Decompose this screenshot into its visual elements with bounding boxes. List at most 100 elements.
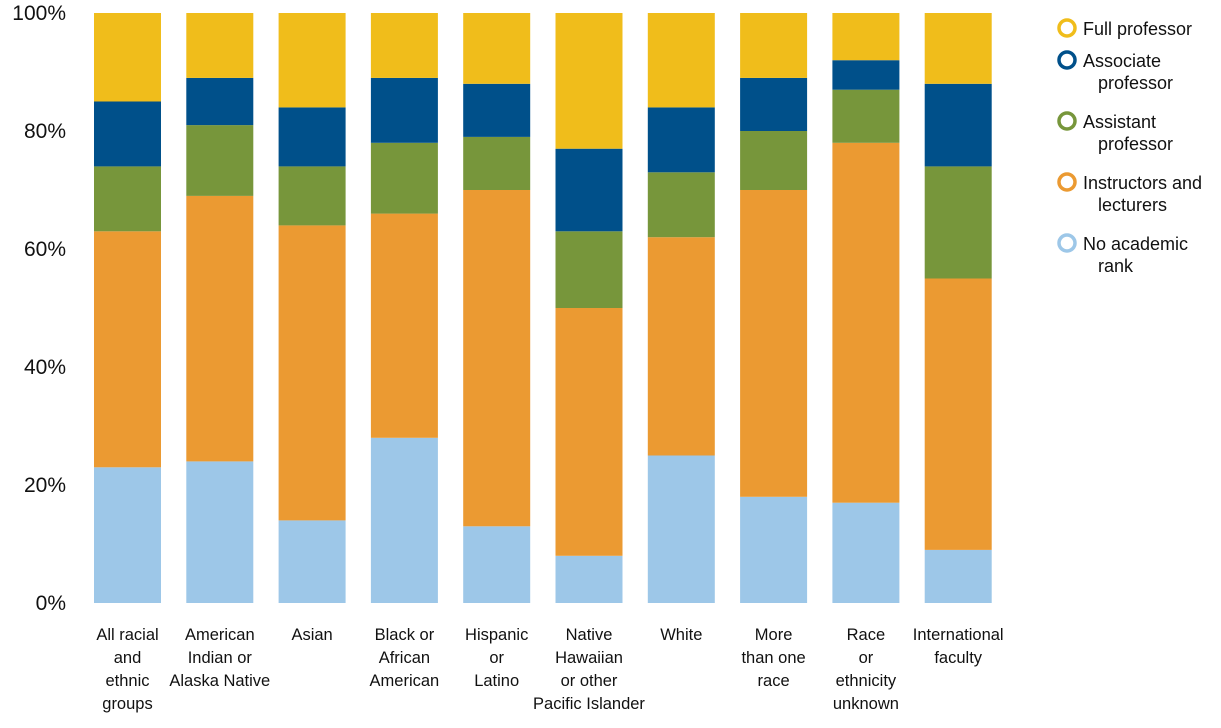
y-tick-label: 100% (12, 2, 66, 25)
legend-label-line: No academic (1083, 234, 1188, 254)
bar-segment-no-academic-rank (370, 437, 438, 603)
x-category-label: More than one race (741, 626, 805, 690)
bar-segment-assistant-professor (463, 136, 531, 190)
x-category-label: White (660, 626, 702, 644)
bar-segment-assistant-professor (832, 89, 900, 143)
legend-marker-icon (1057, 172, 1077, 192)
y-tick-label: 20% (24, 474, 66, 497)
bar-segment-full-professor (647, 13, 715, 108)
x-category-label-line: ethnicity (836, 672, 897, 690)
x-category-label-line: Indian or (188, 649, 253, 667)
x-category-label: American Indian or Alaska Native (169, 626, 270, 690)
legend-label-line: professor (1098, 134, 1173, 154)
bar-segment-no-academic-rank (94, 467, 161, 603)
bar-segment-assistant-professor (370, 142, 438, 214)
bar-segment-instructors-and-lecturers (278, 225, 346, 521)
x-category-label: Asian (291, 626, 332, 644)
bar-segment-associate-professor (278, 107, 346, 167)
bar-segment-full-professor (740, 13, 808, 78)
x-category-label-line: faculty (934, 649, 982, 667)
bar-segment-no-academic-rank (186, 461, 254, 603)
x-category-label: Black or African American (370, 626, 440, 690)
legend-marker-icon (1057, 111, 1077, 131)
bar-segment-no-academic-rank (555, 555, 623, 603)
bar-stack (740, 13, 808, 603)
bar-segment-assistant-professor (647, 172, 715, 238)
legend-label: Full professor (1083, 19, 1192, 39)
legend-marker-icon (1057, 50, 1077, 70)
bar-segment-assistant-professor (94, 166, 161, 232)
bar-segment-instructors-and-lecturers (740, 190, 808, 497)
x-category-label: All racial and ethnic groups (96, 626, 158, 713)
bar-segment-instructors-and-lecturers (555, 308, 623, 556)
legend-item: Associate professor (1057, 50, 1173, 93)
y-tick-label: 0% (36, 592, 66, 615)
bar-segment-associate-professor (555, 148, 623, 232)
bar-stack (278, 13, 346, 603)
y-axis: 0% 20% 40% 60% 80% 100% (12, 2, 66, 615)
x-category-label-line: Native (566, 626, 613, 644)
bar-segment-associate-professor (924, 83, 992, 167)
bar-segment-assistant-professor (278, 166, 346, 226)
bar-segment-associate-professor (94, 101, 161, 167)
bar-segment-instructors-and-lecturers (186, 195, 254, 462)
bar-segment-no-academic-rank (832, 502, 900, 603)
bar-stack (647, 13, 715, 603)
bar-segment-no-academic-rank (647, 455, 715, 603)
legend-label-line: Instructors and (1083, 173, 1202, 193)
bar-segment-no-academic-rank (924, 549, 992, 603)
bar-segment-full-professor (924, 13, 992, 84)
bar-segment-full-professor (555, 13, 623, 149)
legend-marker-icon (1057, 233, 1077, 253)
x-category-label-line: and (114, 649, 142, 667)
x-category-label-line: Asian (291, 626, 332, 644)
legend-label-line: rank (1098, 256, 1134, 276)
x-category-label-line: African (379, 649, 430, 667)
legend-item: Assistant professor (1057, 111, 1173, 154)
bar-segment-instructors-and-lecturers (832, 142, 900, 503)
x-category-label-line: American (370, 672, 440, 690)
x-category-label-line: than one (741, 649, 805, 667)
legend-marker-icon (1057, 18, 1077, 38)
x-category-label-line: ethnic (105, 672, 149, 690)
x-axis: All racial and ethnic groups American Indian … (96, 626, 1003, 713)
x-category-label: Race or ethnicity unknown (833, 626, 899, 713)
x-category-label-line: or (859, 649, 874, 667)
legend-item: No academic rank (1057, 233, 1188, 276)
bar-stack (555, 13, 623, 603)
x-category-label-line: Hawaiian (555, 649, 623, 667)
y-tick-label: 40% (24, 356, 66, 379)
bar-segment-associate-professor (463, 83, 531, 137)
legend-label-line: professor (1098, 73, 1173, 93)
x-category-label: International faculty (913, 626, 1004, 667)
bar-stack (94, 13, 161, 603)
x-category-label-line: Alaska Native (169, 672, 270, 690)
x-category-label-line: Race (847, 626, 886, 644)
legend-item: Instructors and lecturers (1057, 172, 1202, 215)
legend-label-line: Assistant (1083, 112, 1156, 132)
legend-label: Associate professor (1083, 51, 1173, 93)
bar-segment-assistant-professor (924, 166, 992, 279)
x-category-label-line: race (758, 672, 790, 690)
bar-segment-associate-professor (647, 107, 715, 173)
x-category-label-line: White (660, 626, 702, 644)
bar-segment-associate-professor (740, 77, 808, 131)
legend-label-line: Associate (1083, 51, 1161, 71)
bar-segment-instructors-and-lecturers (94, 231, 161, 468)
bar-segment-full-professor (278, 13, 346, 108)
bar-segment-full-professor (94, 13, 161, 102)
bar-stack (832, 13, 900, 603)
bar-segment-full-professor (463, 13, 531, 84)
bar-stack (463, 13, 531, 603)
legend-label: Instructors and lecturers (1083, 173, 1202, 215)
x-category-label-line: or other (561, 672, 618, 690)
bar-stack (370, 13, 438, 603)
x-category-label-line: or (489, 649, 504, 667)
y-tick-label: 60% (24, 238, 66, 261)
x-category-label-line: unknown (833, 695, 899, 713)
legend-label: No academic rank (1083, 234, 1188, 276)
legend-item: Full professor (1057, 18, 1192, 39)
bar-stack (186, 13, 254, 603)
bar-segment-associate-professor (832, 60, 900, 90)
